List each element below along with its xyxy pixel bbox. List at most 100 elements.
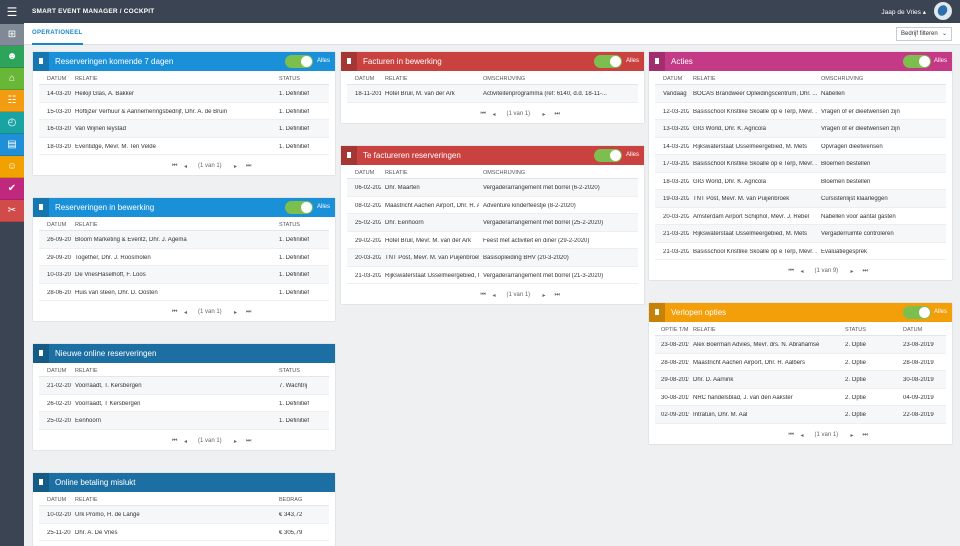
table-row[interactable]: 18-03-2020 GIG World, Dhr. K. Agricola Blo… (655, 173, 946, 190)
table-row[interactable]: 21-03-2020 Basisschool Kristlike Skoalle … (655, 243, 946, 260)
next-page-icon[interactable]: ▸ (850, 269, 854, 275)
table-row[interactable]: 23-08-2019 Alex Boerman Advies, Mevr. drs… (655, 336, 946, 354)
table-row[interactable]: 16-03-2020 Van Wijnen leystad 1. Definitie… (39, 120, 329, 138)
last-page-icon[interactable]: ⏭ (862, 431, 868, 438)
table-row[interactable]: 26-09-2019 Bloom Marketing & Eventz, Dhr.… (39, 231, 329, 249)
alles-toggle[interactable] (594, 55, 622, 68)
first-page-icon[interactable]: ⏮ (172, 163, 178, 169)
column-header[interactable]: OMSCHRIJVING (483, 170, 526, 176)
last-page-icon[interactable]: ⏭ (246, 309, 252, 315)
alles-toggle[interactable] (903, 306, 931, 319)
column-header[interactable]: RELATIE (75, 368, 98, 374)
prev-page-icon[interactable]: ◂ (492, 293, 496, 299)
column-header[interactable]: OMSCHRIJVING (821, 76, 864, 82)
table-row[interactable]: 14-03-2020 Heikijl Glas, A. Bakker 1. Defi… (39, 85, 329, 103)
tab-operationeel[interactable]: OPERATIONEEL (32, 30, 83, 45)
next-page-icon[interactable]: ▸ (850, 432, 854, 439)
column-header[interactable]: STATUS (279, 368, 300, 374)
pin-icon[interactable] (341, 52, 357, 71)
sidebar-item-clipboard-icon[interactable]: ☷ (0, 90, 24, 112)
column-header[interactable]: BEDRAG (279, 497, 303, 503)
column-header[interactable]: DATUM (903, 327, 923, 333)
next-page-icon[interactable]: ▸ (542, 293, 546, 299)
table-row[interactable]: 18-03-2020 Eventidge, Mevr. M. Ten Velde 1… (39, 138, 329, 155)
table-row[interactable]: 17-03-2020 Basisschool Kristlike Skoalle … (655, 155, 946, 173)
table-row[interactable]: 25-11-2019 Dhr. A. De Vries € 305,79 (39, 524, 329, 541)
last-page-icon[interactable]: ⏭ (554, 110, 560, 117)
table-row[interactable]: Vandaag BOCAS Brandweer Opleidingscentrum… (655, 85, 946, 103)
prev-page-icon[interactable]: ◂ (184, 438, 188, 445)
column-header[interactable]: RELATIE (693, 327, 716, 333)
table-row[interactable]: 19-03-2020 TNT Post, Mevr. M. van Puijenb… (655, 190, 946, 208)
column-header[interactable]: RELATIE (75, 222, 98, 228)
pin-icon[interactable] (33, 344, 49, 363)
prev-page-icon[interactable]: ◂ (800, 269, 804, 275)
first-page-icon[interactable]: ⏮ (480, 110, 486, 117)
table-row[interactable]: 25-02-2020 Dhr. Eenhoorn Vergaderarrangeme… (347, 214, 638, 232)
column-header[interactable]: RELATIE (693, 76, 716, 82)
table-row[interactable]: 29-02-2020 Hotel Bruil, Mevr. M. van der … (347, 232, 638, 249)
alles-toggle[interactable] (285, 55, 313, 68)
alles-toggle[interactable] (285, 201, 313, 214)
column-header[interactable]: DATUM (47, 222, 67, 228)
table-row[interactable]: 20-03-2020 TNT Post, Mevr. M. van Puijenb… (347, 249, 638, 267)
sidebar-item-check-icon[interactable]: ✔ (0, 178, 24, 200)
column-header[interactable]: STATUS (279, 76, 300, 82)
next-page-icon[interactable]: ▸ (542, 111, 546, 118)
table-row[interactable]: 26-02-2020 Voorraadt, T Kersbergen 1. Defi… (39, 395, 329, 412)
table-row[interactable]: 06-02-2020 Dhr. Maarten Vergaderarrangemen… (347, 179, 638, 197)
table-row[interactable]: 28-06-2020 Huis van steen, Dhr. D. Oosten… (39, 284, 329, 301)
first-page-icon[interactable]: ⏮ (172, 437, 178, 444)
sidebar-item-home-icon[interactable]: ⌂ (0, 68, 24, 90)
company-filter-select[interactable]: Bedrijf filteren ⌄ (896, 27, 952, 41)
prev-page-icon[interactable]: ◂ (184, 164, 188, 170)
table-row[interactable]: 15-03-2020 Hoftijzer Verhuur & Aannemerin… (39, 103, 329, 120)
last-page-icon[interactable]: ⏭ (554, 292, 560, 298)
table-row[interactable]: 29-09-2019 Together, Dhr. J. Roosmolen 1. … (39, 249, 329, 266)
column-header[interactable]: DATUM (47, 76, 67, 82)
column-header[interactable]: DATUM (47, 368, 67, 374)
last-page-icon[interactable]: ⏭ (246, 437, 252, 444)
sidebar-item-dashboard-icon[interactable]: ⊞ (0, 24, 24, 46)
column-header[interactable]: OPTIE T/M (661, 327, 689, 333)
table-row[interactable]: 18-11-2019 Hotel Bruil, M. van der Ark Act… (347, 85, 638, 103)
table-row[interactable]: 10-02-2023 Urk Promo, H. de Lange € 343,72 (39, 506, 329, 524)
column-header[interactable]: STATUS (279, 222, 300, 228)
column-header[interactable]: RELATIE (75, 76, 98, 82)
table-row[interactable]: 14-03-2020 Rijkswaterstaat IJsselmeergebi… (655, 138, 946, 155)
table-row[interactable]: 21-03-2020 Rijkswaterstaat IJsselmeergebi… (347, 267, 638, 284)
first-page-icon[interactable]: ⏮ (788, 268, 794, 274)
table-row[interactable]: 21-02-2020 Voorraadt, T. Kersbergen 7. Wac… (39, 377, 329, 395)
column-header[interactable]: RELATIE (75, 497, 98, 503)
column-header[interactable]: RELATIE (385, 170, 408, 176)
prev-page-icon[interactable]: ◂ (800, 432, 804, 439)
menu-icon[interactable]: ☰ (6, 5, 18, 19)
pin-icon[interactable] (33, 198, 49, 217)
pin-icon[interactable] (649, 52, 665, 71)
sidebar-item-receipt-icon[interactable]: ✂ (0, 200, 24, 222)
table-row[interactable]: 10-03-2020 De VriesHaselhoff, F. Loos 1. D… (39, 266, 329, 284)
sidebar-item-book-icon[interactable]: ▤ (0, 134, 24, 156)
table-row[interactable]: 13-03-2020 GIG World, Dhr. K. Agricola Vra… (655, 120, 946, 138)
user-menu[interactable]: Jaap de Vries ▴ (881, 9, 926, 16)
first-page-icon[interactable]: ⏮ (480, 292, 486, 298)
pin-icon[interactable] (33, 52, 49, 71)
column-header[interactable]: DATUM (355, 76, 375, 82)
table-row[interactable]: 29-08-2019 Dhr. D. Aarnink 2. Optie 30-08-2… (655, 371, 946, 389)
table-row[interactable]: 02-09-2019 Intratuin, Dhr. M. Aal 2. Optie… (655, 406, 946, 424)
last-page-icon[interactable]: ⏭ (862, 268, 868, 274)
column-header[interactable]: DATUM (47, 497, 67, 503)
prev-page-icon[interactable]: ◂ (492, 111, 496, 118)
table-row[interactable]: 12-03-2020 Basisschool Kristlike Skoalle … (655, 103, 946, 120)
column-header[interactable]: RELATIE (385, 76, 408, 82)
table-row[interactable]: 20-03-2020 Amsterdam Airport Schiphol, Me… (655, 208, 946, 225)
next-page-icon[interactable]: ▸ (234, 310, 238, 316)
first-page-icon[interactable]: ⏮ (172, 309, 178, 315)
alles-toggle[interactable] (594, 149, 622, 162)
sidebar-item-person-icon[interactable]: ☺ (0, 156, 24, 178)
column-header[interactable]: OMSCHRIJVING (483, 76, 526, 82)
table-row[interactable]: 08-02-2020 Maastricht Aachen Airport, Dhr… (347, 197, 638, 214)
column-header[interactable]: DATUM (663, 76, 683, 82)
column-header[interactable]: DATUM (355, 170, 375, 176)
last-page-icon[interactable]: ⏭ (246, 163, 252, 169)
